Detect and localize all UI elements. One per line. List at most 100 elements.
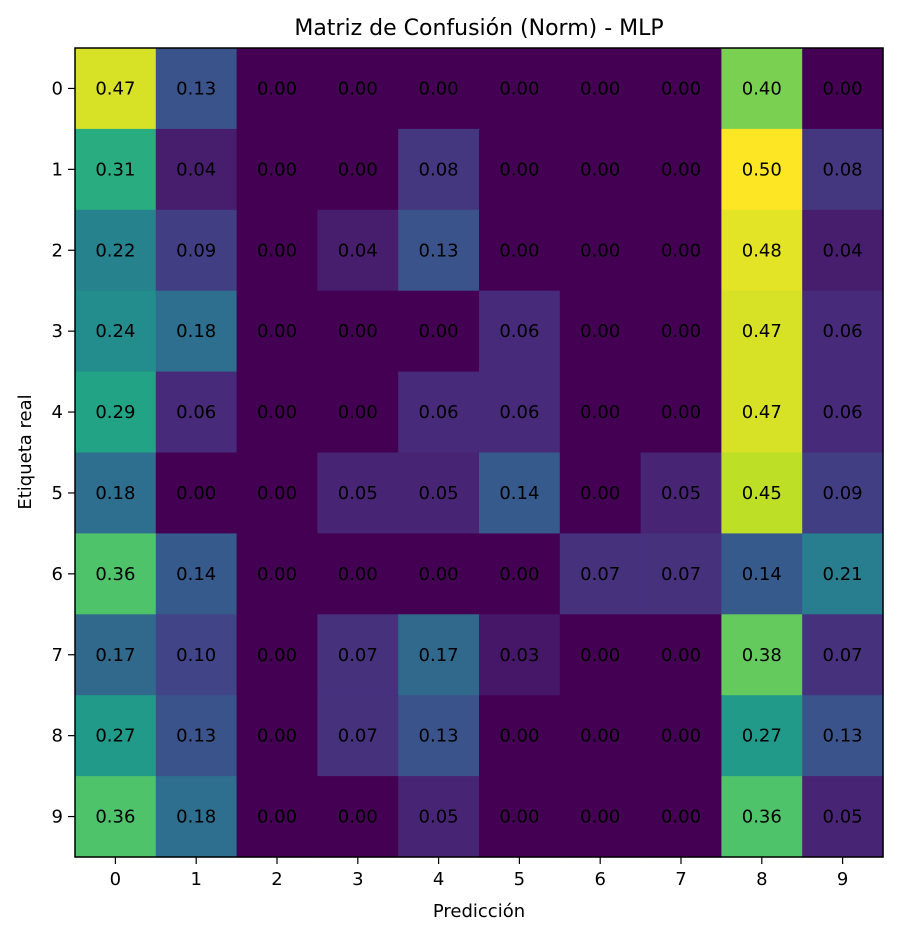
heatmap-cell (640, 48, 722, 130)
heatmap-cell (317, 371, 399, 454)
heatmap-cell (236, 533, 318, 615)
heatmap-cell (559, 614, 642, 696)
x-tick-label: 0 (110, 869, 121, 890)
heatmap-cell (317, 209, 399, 292)
heatmap-cell (479, 209, 561, 292)
x-tick-label: 7 (675, 869, 686, 890)
cell-value-label: 0.00 (499, 564, 539, 585)
heatmap-cell (75, 290, 157, 373)
heatmap-cell (317, 695, 399, 777)
cell-value-label: 0.04 (338, 240, 378, 261)
heatmap-cell (479, 533, 561, 615)
cell-value-label: 0.31 (95, 159, 135, 180)
heatmap-cell (640, 452, 722, 534)
y-tick-label: 8 (52, 726, 63, 747)
heatmap-cell (479, 290, 561, 373)
x-tick-label: 1 (190, 869, 201, 890)
cell-value-label: 0.09 (823, 483, 863, 504)
heatmap-cell (721, 452, 803, 534)
cell-value-label: 0.13 (419, 240, 459, 261)
cell-value-label: 0.13 (419, 726, 459, 747)
cell-value-label: 0.00 (257, 78, 297, 99)
cell-value-label: 0.06 (176, 402, 216, 423)
heatmap-cell (236, 695, 318, 777)
cell-value-label: 0.36 (742, 807, 782, 828)
heatmap-cell (75, 371, 157, 454)
cell-value-label: 0.00 (580, 240, 620, 261)
heatmap-cell (559, 48, 642, 130)
heatmap-cell (317, 533, 399, 615)
heatmap-cell (640, 290, 722, 373)
heatmap-cell (398, 695, 480, 777)
heatmap-cell (640, 209, 722, 292)
cell-value-label: 0.17 (419, 645, 459, 666)
heatmap-cell (75, 695, 157, 777)
cell-value-label: 0.00 (580, 402, 620, 423)
heatmap-cell (721, 48, 803, 130)
cell-value-label: 0.00 (176, 483, 216, 504)
y-axis-ticks: 0 1 2 3 4 5 6 7 8 9 (52, 78, 75, 828)
cell-value-label: 0.36 (95, 807, 135, 828)
cell-value-label: 0.07 (338, 726, 378, 747)
cell-value-label: 0.08 (419, 159, 459, 180)
cell-value-label: 0.00 (499, 78, 539, 99)
cell-value-label: 0.00 (338, 807, 378, 828)
heatmap-cell (75, 776, 157, 858)
cell-value-label: 0.48 (742, 240, 782, 261)
heatmap-cell (317, 776, 399, 858)
heatmap-cell (398, 776, 480, 858)
cell-value-label: 0.00 (338, 321, 378, 342)
cell-value-label: 0.21 (823, 564, 863, 585)
cell-value-label: 0.36 (95, 564, 135, 585)
heatmap-cell (640, 614, 722, 696)
cell-value-label: 0.00 (661, 78, 701, 99)
heatmap-cell (559, 533, 642, 615)
heatmap-cell (479, 128, 561, 211)
heatmap-cell (317, 614, 399, 696)
heatmap-cell (479, 371, 561, 454)
cell-value-label: 0.45 (742, 483, 782, 504)
heatmap-cell (398, 614, 480, 696)
heatmap-cell (802, 695, 884, 777)
heatmap-cell (802, 371, 884, 454)
heatmap-cell (802, 48, 884, 130)
cell-value-label: 0.10 (176, 645, 216, 666)
cell-value-label: 0.07 (580, 564, 620, 585)
cell-value-label: 0.09 (176, 240, 216, 261)
heatmap-cell (75, 533, 157, 615)
cell-value-label: 0.13 (176, 78, 216, 99)
heatmap-cell (317, 290, 399, 373)
heatmap-cell (155, 128, 238, 211)
heatmap-cell (236, 371, 318, 454)
cell-value-label: 0.27 (95, 726, 135, 747)
cell-value-label: 0.00 (419, 78, 459, 99)
cell-value-label: 0.47 (742, 321, 782, 342)
cell-value-label: 0.05 (419, 483, 459, 504)
heatmap-cell (398, 209, 480, 292)
cell-value-label: 0.00 (338, 564, 378, 585)
heatmap-cell (155, 695, 238, 777)
cell-value-label: 0.00 (823, 78, 863, 99)
heatmap-cell (398, 452, 480, 534)
cell-value-label: 0.06 (823, 402, 863, 423)
x-tick-label: 3 (352, 869, 363, 890)
cell-value-label: 0.13 (176, 726, 216, 747)
cell-value-label: 0.14 (742, 564, 782, 585)
cell-value-label: 0.00 (661, 321, 701, 342)
heatmap-cell (155, 776, 238, 858)
x-tick-label: 8 (756, 869, 767, 890)
heatmap-cell (802, 452, 884, 534)
heatmap-cell (75, 614, 157, 696)
cell-value-label: 0.00 (580, 807, 620, 828)
heatmap-cell (479, 614, 561, 696)
cell-value-label: 0.00 (661, 402, 701, 423)
y-tick-label: 7 (52, 645, 63, 666)
heatmap-cell (721, 695, 803, 777)
heatmap-cell (721, 776, 803, 858)
cell-value-label: 0.00 (499, 159, 539, 180)
heatmap-cell (640, 371, 722, 454)
cell-value-label: 0.40 (742, 78, 782, 99)
y-tick-label: 1 (52, 159, 63, 180)
heatmap-cell (236, 776, 318, 858)
